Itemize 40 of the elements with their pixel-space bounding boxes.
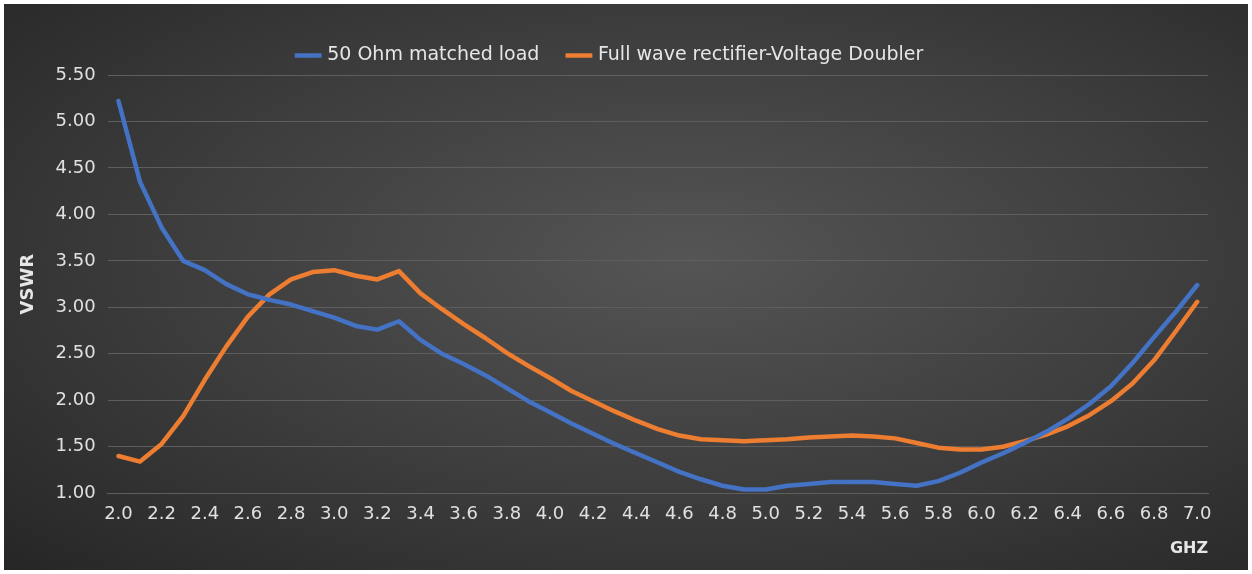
- x-tick-label: 3.0: [319, 501, 349, 523]
- x-tick-label: 6.6: [1096, 501, 1126, 523]
- x-tick-label: 5.2: [794, 501, 824, 523]
- y-tick-label: 4.00: [55, 202, 96, 224]
- x-axis-title: GHZ: [1169, 537, 1208, 557]
- y-tick-label: 3.00: [55, 295, 96, 317]
- x-tick-label: 2.4: [190, 501, 220, 523]
- x-tick-label: 3.8: [492, 501, 522, 523]
- x-tick-label: 5.6: [880, 501, 910, 523]
- x-tick-label: 4.6: [665, 501, 694, 523]
- x-tick-label: 4.4: [621, 501, 651, 523]
- y-tick-label: 1.50: [55, 434, 96, 456]
- x-tick-label: 2.0: [104, 501, 133, 523]
- y-tick-label: 2.50: [55, 341, 96, 363]
- x-tick-label: 3.4: [406, 501, 435, 523]
- x-tick-label: 4.8: [708, 501, 737, 523]
- y-tick-label: 2.00: [55, 387, 96, 409]
- y-tick-label: 5.50: [55, 62, 96, 84]
- x-tick-label: 4.2: [578, 501, 608, 523]
- y-axis-title: VSWR: [16, 253, 38, 315]
- x-tick-label: 4.0: [535, 501, 565, 523]
- x-tick-label: 2.8: [276, 501, 306, 523]
- x-tick-label: 6.4: [1053, 501, 1083, 523]
- x-tick-label: 3.2: [363, 501, 392, 523]
- x-tick-label: 2.6: [233, 501, 263, 523]
- x-tick-label: 7.0: [1182, 501, 1212, 523]
- x-tick-label: 6.8: [1139, 501, 1169, 523]
- x-tick-label: 5.8: [923, 501, 953, 523]
- x-tick-label: 2.2: [147, 501, 176, 523]
- x-tick-label: 3.6: [449, 501, 478, 523]
- y-tick-label: 1.00: [55, 480, 96, 502]
- x-tick-label: 6.0: [967, 501, 996, 523]
- y-tick-label: 4.50: [55, 155, 96, 177]
- legend-label: 50 Ohm matched load: [327, 42, 540, 65]
- y-tick-label: 5.00: [55, 109, 96, 131]
- x-tick-label: 5.0: [751, 501, 781, 523]
- x-tick-label: 6.2: [1010, 501, 1039, 523]
- y-tick-label: 3.50: [55, 248, 96, 270]
- legend-label: Full wave rectifier-Voltage Doubler: [597, 42, 924, 65]
- x-tick-label: 5.4: [837, 501, 867, 523]
